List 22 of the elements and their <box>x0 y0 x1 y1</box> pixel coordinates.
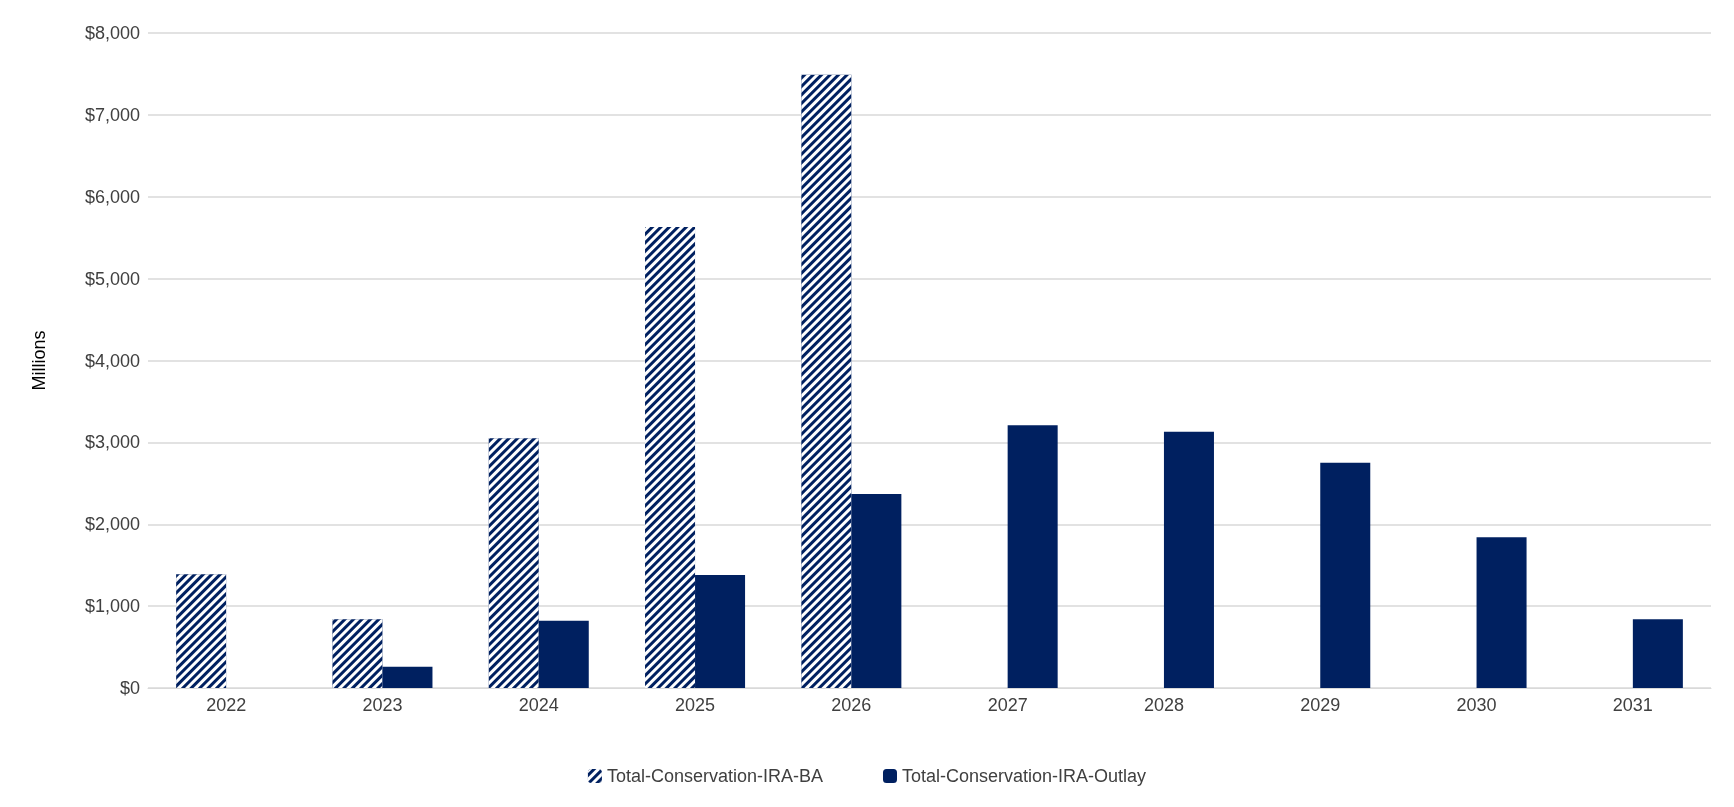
y-tick-label: $0 <box>119 678 140 698</box>
x-tick-label: 2026 <box>831 695 872 715</box>
y-tick-label: $4,000 <box>84 350 140 371</box>
x-tick-label: 2031 <box>1612 695 1653 715</box>
x-tick-label: 2023 <box>362 695 403 715</box>
x-tick-label: 2024 <box>518 695 559 715</box>
legend-label: Total-Conservation-IRA-BA <box>606 766 824 786</box>
x-tick-label: 2027 <box>987 695 1028 715</box>
x-tick-label: 2030 <box>1456 695 1497 715</box>
y-tick-label: $7,000 <box>84 104 140 125</box>
y-tick-label: $6,000 <box>84 186 140 207</box>
x-tick-label: 2029 <box>1300 695 1341 715</box>
legend-label: Total-Conservation-IRA-Outlay <box>901 766 1147 786</box>
y-tick-label: $5,000 <box>84 268 140 289</box>
y-tick-label: $2,000 <box>84 514 140 535</box>
x-tick-label: 2022 <box>206 695 247 715</box>
y-tick-label: $8,000 <box>84 23 140 43</box>
x-tick-label: 2028 <box>1143 695 1184 715</box>
y-axis-title: Millions <box>29 330 49 391</box>
y-tick-label: $3,000 <box>84 432 140 453</box>
y-tick-label: $1,000 <box>84 596 140 617</box>
x-tick-label: 2025 <box>675 695 716 715</box>
